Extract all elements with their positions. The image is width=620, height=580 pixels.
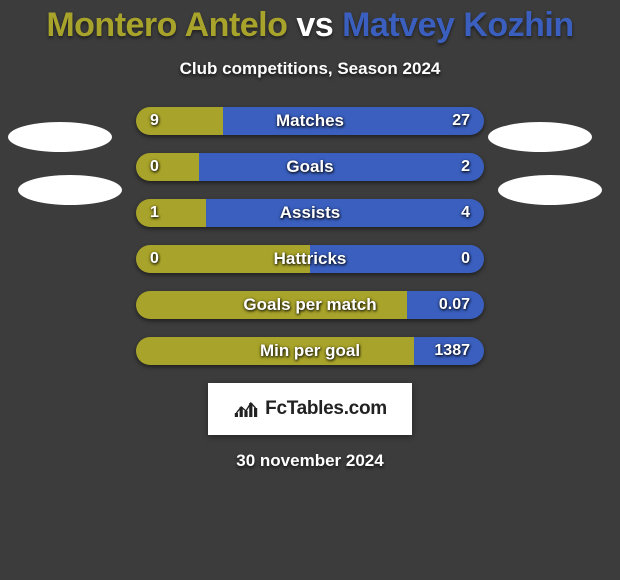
stat-label: Assists — [280, 203, 340, 223]
stat-row: 1 4 Assists — [136, 199, 484, 227]
stat-bar-left — [136, 153, 199, 181]
subtitle: Club competitions, Season 2024 — [0, 59, 620, 79]
player2-photo-placeholder-1 — [488, 122, 592, 152]
stat-bar-right — [223, 107, 484, 135]
stat-value-right: 1387 — [434, 342, 470, 360]
bar-chart-icon — [233, 399, 259, 419]
player1-name: Montero Antelo — [46, 6, 287, 44]
player1-photo-placeholder-2 — [18, 175, 122, 205]
player2-name: Matvey Kozhin — [342, 6, 574, 44]
stat-row: 0 0 Hattricks — [136, 245, 484, 273]
stat-value-left: 9 — [150, 112, 159, 130]
stat-row: 0.07 Goals per match — [136, 291, 484, 319]
stat-label: Min per goal — [260, 341, 360, 361]
vs-separator: vs — [287, 6, 342, 44]
stat-value-right: 2 — [461, 158, 470, 176]
stat-label: Matches — [276, 111, 344, 131]
stat-value-left: 1 — [150, 204, 159, 222]
stat-value-right: 4 — [461, 204, 470, 222]
comparison-title: Montero Antelo vs Matvey Kozhin — [0, 0, 620, 45]
stat-value-right: 0.07 — [439, 296, 470, 314]
date-line: 30 november 2024 — [0, 451, 620, 471]
stat-bar-right — [206, 199, 484, 227]
stat-row: 9 27 Matches — [136, 107, 484, 135]
stat-label: Goals per match — [243, 295, 376, 315]
stat-value-right: 27 — [452, 112, 470, 130]
stat-label: Goals — [286, 157, 333, 177]
stat-value-left: 0 — [150, 158, 159, 176]
stat-bar-left — [136, 199, 206, 227]
stat-value-right: 0 — [461, 250, 470, 268]
stat-row: 0 2 Goals — [136, 153, 484, 181]
stat-bar-right — [199, 153, 484, 181]
player1-photo-placeholder-1 — [8, 122, 112, 152]
stats-bars: 9 27 Matches 0 2 Goals 1 4 Assists 0 0 Hattricks 0.0… — [136, 107, 484, 365]
player2-photo-placeholder-2 — [498, 175, 602, 205]
stat-label: Hattricks — [274, 249, 347, 269]
stat-value-left: 0 — [150, 250, 159, 268]
brand-badge: FcTables.com — [208, 383, 412, 435]
brand-text: FcTables.com — [265, 398, 387, 420]
stat-row: 1387 Min per goal — [136, 337, 484, 365]
